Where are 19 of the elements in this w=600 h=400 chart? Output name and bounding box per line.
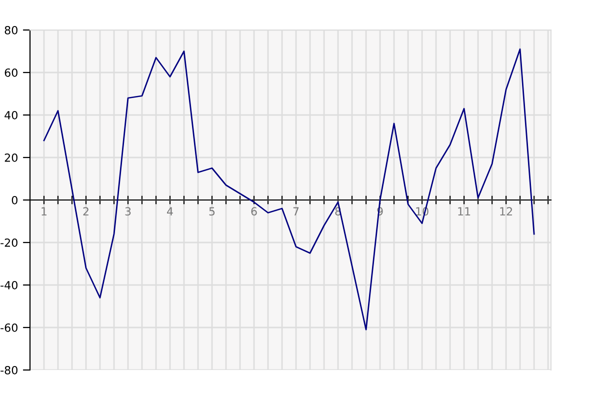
- y-tick-label: 20: [4, 153, 18, 162]
- y-tick-label: -20: [0, 238, 18, 247]
- x-tick-label: 7: [293, 207, 299, 216]
- y-tick-label: 0: [12, 196, 18, 204]
- y-tick-label: 60: [4, 68, 18, 77]
- y-tick-label: -80: [0, 366, 18, 374]
- x-tick-label: 12: [500, 207, 512, 216]
- x-tick-label: 3: [125, 207, 131, 216]
- line-series: [43, 48, 535, 330]
- x-tick-label: 4: [167, 207, 173, 216]
- y-tick-label: 40: [4, 110, 18, 120]
- y-tick-label: 80: [4, 26, 18, 34]
- y-tick-label: -40: [0, 280, 18, 290]
- y-tick-label: -60: [0, 323, 18, 332]
- x-tick-label: 11: [458, 207, 470, 216]
- x-tick-label: 2: [83, 207, 88, 216]
- x-tick-label: 5: [209, 207, 215, 216]
- x-tick-label: 1: [42, 207, 46, 216]
- x-tick-label: 6: [251, 207, 257, 216]
